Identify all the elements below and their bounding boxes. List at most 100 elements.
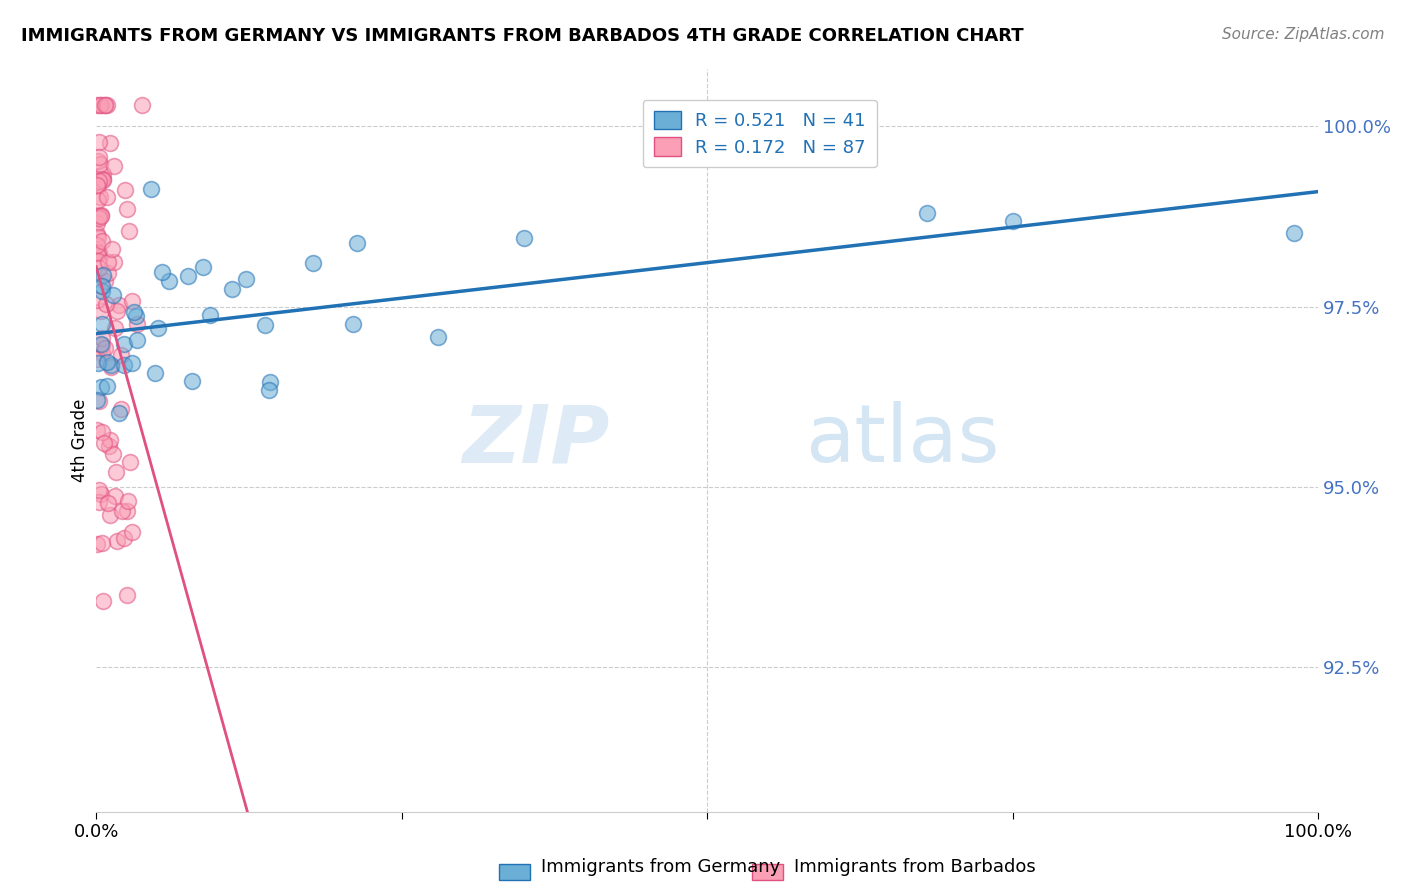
Point [427, 330, 450, 344]
Point [1001, 214, 1024, 228]
Point [122, 304, 145, 318]
Point [87, 494, 110, 508]
Point [105, 304, 128, 318]
Point [98, 508, 121, 522]
Point [87, 211, 110, 226]
Point [254, 318, 277, 332]
Point [139, 182, 162, 196]
Point [86, 254, 108, 268]
Point [301, 256, 323, 270]
Point [221, 282, 243, 296]
Point [103, 159, 125, 173]
Point [101, 243, 124, 257]
Point [87, 244, 110, 259]
Point [87, 394, 110, 409]
Text: Immigrants from Barbados: Immigrants from Barbados [794, 858, 1036, 876]
Point [87, 150, 110, 164]
Point [96, 190, 118, 204]
Point [86, 245, 108, 260]
Point [125, 317, 148, 331]
Point [112, 531, 135, 545]
Point [181, 374, 204, 388]
Point [193, 260, 215, 274]
Point [346, 235, 368, 250]
Point [93, 341, 115, 355]
Point [91, 536, 114, 550]
Point [91, 172, 114, 186]
Point [125, 310, 148, 324]
Point [177, 269, 200, 284]
Point [86, 536, 108, 550]
Point [235, 271, 257, 285]
Point [100, 359, 122, 374]
Text: atlas: atlas [804, 401, 1000, 479]
Point [93, 268, 115, 282]
Point [90, 487, 112, 501]
Point [108, 406, 131, 420]
Point [87, 230, 110, 244]
Point [103, 288, 125, 302]
Point [91, 425, 114, 440]
Point [86, 97, 108, 112]
Point [90, 234, 112, 248]
Point [121, 293, 143, 308]
Point [90, 303, 112, 318]
Point [87, 209, 110, 223]
Point [94, 274, 117, 288]
Point [94, 97, 117, 112]
Point [89, 246, 111, 260]
Text: ZIP: ZIP [463, 401, 609, 479]
Point [125, 333, 148, 347]
Point [103, 254, 125, 268]
Point [110, 401, 132, 416]
Point [115, 202, 138, 216]
Point [91, 172, 114, 186]
Point [110, 348, 132, 362]
Point [96, 97, 118, 112]
Point [157, 275, 180, 289]
Point [150, 265, 173, 279]
Point [86, 352, 108, 367]
Point [87, 153, 110, 168]
Point [118, 224, 141, 238]
Point [97, 439, 120, 453]
Text: IMMIGRANTS FROM GERMANY VS IMMIGRANTS FROM BARBADOS 4TH GRADE CORRELATION CHART: IMMIGRANTS FROM GERMANY VS IMMIGRANTS FR… [21, 27, 1024, 45]
Point [115, 504, 138, 518]
Point [86, 227, 108, 241]
Point [87, 178, 110, 193]
Point [101, 447, 124, 461]
Point [86, 216, 108, 230]
Point [513, 231, 536, 245]
Point [91, 331, 114, 345]
Text: Source: ZipAtlas.com: Source: ZipAtlas.com [1222, 27, 1385, 42]
Point [112, 358, 135, 372]
Point [198, 308, 221, 322]
Point [257, 383, 280, 397]
Point [89, 135, 111, 149]
Point [86, 392, 108, 407]
Point [94, 297, 117, 311]
Point [94, 97, 117, 112]
Point [89, 190, 111, 204]
Point [87, 193, 110, 207]
Point [91, 318, 114, 332]
Point [104, 489, 127, 503]
Point [114, 183, 136, 197]
Point [89, 174, 111, 188]
Point [97, 255, 120, 269]
Point [118, 455, 141, 469]
Point [91, 171, 114, 186]
Point [90, 336, 112, 351]
Text: Immigrants from Germany: Immigrants from Germany [541, 858, 780, 876]
Point [91, 338, 114, 352]
Point [89, 97, 111, 112]
Point [91, 346, 114, 360]
Point [105, 534, 128, 549]
Point [91, 594, 114, 608]
Point [86, 423, 108, 437]
Point [115, 588, 138, 602]
Point [342, 317, 364, 331]
Point [93, 436, 115, 450]
Point [91, 279, 114, 293]
Y-axis label: 4th Grade: 4th Grade [72, 399, 89, 482]
